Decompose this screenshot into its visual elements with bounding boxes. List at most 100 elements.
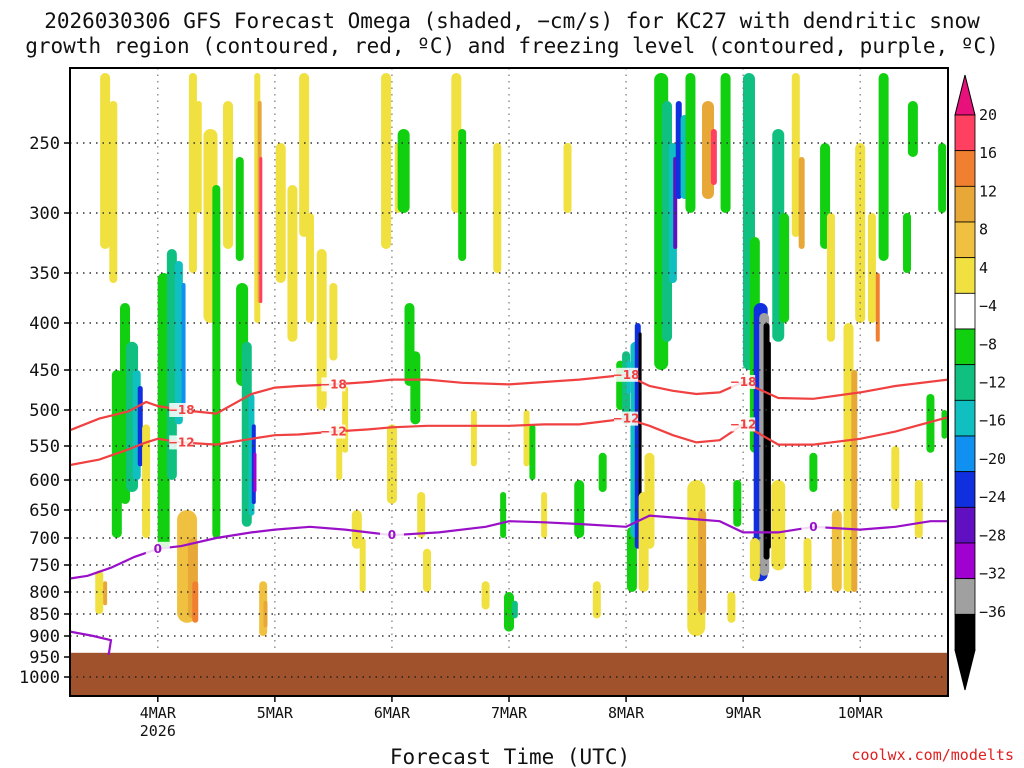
omega-patch xyxy=(749,538,760,582)
y-tick-label: 400 xyxy=(29,314,60,334)
omega-patch xyxy=(851,370,858,592)
omega-patch xyxy=(826,213,835,342)
contour-label: 0 xyxy=(388,528,396,542)
y-tick-label: 500 xyxy=(29,401,60,421)
omega-patch xyxy=(299,73,310,237)
omega-patch xyxy=(287,185,298,342)
colorbar-segment xyxy=(954,471,976,508)
x-tick-label: 8MAR xyxy=(608,704,645,722)
omega-patch xyxy=(809,452,818,492)
colorbar-label: 4 xyxy=(979,259,988,277)
omega-patch xyxy=(831,510,842,592)
x-tick-label: 4MAR xyxy=(140,704,177,722)
omega-patch xyxy=(941,410,948,439)
omega-patch xyxy=(875,273,880,342)
omega-patch xyxy=(223,101,234,249)
credit-text[interactable]: coolwx.com/modelts xyxy=(851,746,1014,764)
omega-shading xyxy=(95,73,948,636)
colorbar-label: 8 xyxy=(979,221,988,239)
colorbar-segment xyxy=(954,328,976,366)
colorbar-bottom-arrow xyxy=(954,649,976,691)
colorbar-label: −8 xyxy=(979,335,997,353)
contour-label: −12 xyxy=(320,425,347,439)
colorbar-segment xyxy=(954,221,976,259)
colorbar-label: −32 xyxy=(979,565,1006,583)
omega-patch xyxy=(914,480,923,538)
omega-patch xyxy=(644,452,655,549)
omega-patch xyxy=(423,548,432,592)
omega-patch xyxy=(109,101,118,283)
colorbar-label: −36 xyxy=(979,603,1006,621)
omega-patch xyxy=(137,386,143,467)
colorbar-segment xyxy=(954,364,976,401)
omega-patch xyxy=(381,73,392,249)
omega-patch xyxy=(541,492,548,538)
omega-patch xyxy=(720,73,731,213)
omega-patch xyxy=(626,526,637,592)
omega-patch xyxy=(878,73,889,261)
y-tick-label: 900 xyxy=(29,627,60,647)
colorbar: 20 16 12 8 4 −4 −8 −12 −16 −20 −24 −28 −32 −36 xyxy=(954,74,1006,691)
colorbar-label: −28 xyxy=(979,526,1006,544)
omega-patch xyxy=(574,480,585,538)
y-tick-label: 850 xyxy=(29,605,60,625)
omega-patch xyxy=(891,446,900,510)
contour-label: 0 xyxy=(154,542,162,556)
omega-patch xyxy=(305,213,314,323)
omega-patch xyxy=(598,452,607,492)
omega-patch xyxy=(192,581,199,623)
y-tick-label: 650 xyxy=(29,501,60,521)
ground-fill xyxy=(70,652,948,696)
colorbar-label: −16 xyxy=(979,412,1006,430)
colorbar-segment xyxy=(954,150,976,187)
contour-label-bg xyxy=(169,403,194,417)
omega-patch xyxy=(907,101,918,157)
omega-patch xyxy=(410,351,421,425)
omega-patch xyxy=(771,480,786,571)
contour-label-bg xyxy=(169,435,194,450)
omega-patch xyxy=(843,323,854,592)
omega-patch xyxy=(798,157,805,249)
colorbar-segment xyxy=(954,542,976,580)
y-tick-label: 350 xyxy=(29,264,60,284)
omega-patch xyxy=(235,157,244,261)
omega-patch xyxy=(867,213,876,323)
colorbar-label: 16 xyxy=(979,144,997,162)
contour-label: −18 xyxy=(730,375,757,389)
contour-label-bg xyxy=(145,541,170,556)
contour-label-bg xyxy=(614,367,639,382)
contour-label-bg xyxy=(321,424,346,439)
omega-patch xyxy=(675,101,682,199)
grid-lines xyxy=(70,68,948,696)
contour-label: −18 xyxy=(320,377,347,391)
colorbar-segment xyxy=(954,114,976,152)
omega-patch xyxy=(195,101,202,213)
omega-patch xyxy=(458,129,467,261)
colorbar-segment xyxy=(954,399,976,437)
omega-patch xyxy=(157,273,170,549)
colorbar-segment xyxy=(954,292,976,330)
y-tick-label: 250 xyxy=(29,134,60,154)
x-tick-label: 10MAR xyxy=(838,704,884,722)
contour-lines: −18 −18 −18 −18 −12 −12 −12 −12 0 0 0 xyxy=(70,367,948,656)
x-tick-label: 6MAR xyxy=(374,704,411,722)
contour-label-bg xyxy=(321,377,346,392)
omega-patch xyxy=(397,129,410,213)
colorbar-segment xyxy=(954,435,976,473)
omega-patch xyxy=(938,143,947,213)
y-tick-label: 800 xyxy=(29,583,60,603)
omega-patch xyxy=(470,410,477,467)
colorbar-top-arrow xyxy=(954,74,976,116)
omega-patch xyxy=(351,510,362,549)
omega-patch xyxy=(733,480,742,527)
omega-patch xyxy=(855,143,866,323)
y-axis: 2503003504004505005506006507007508008509… xyxy=(19,134,70,688)
y-tick-label: 550 xyxy=(29,437,60,457)
omega-patch xyxy=(100,73,111,249)
contour-label-bg xyxy=(614,411,639,426)
omega-patch xyxy=(275,143,286,283)
omega-patch xyxy=(212,185,221,538)
omega-patch xyxy=(103,581,108,606)
